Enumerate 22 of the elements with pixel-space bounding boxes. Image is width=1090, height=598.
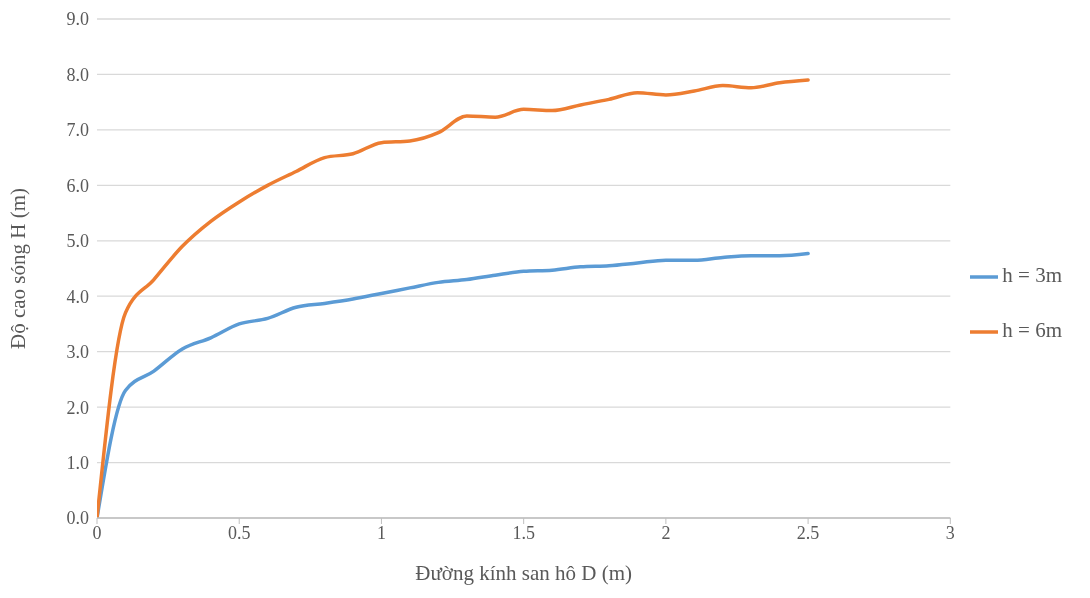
y-tick-label: 9.0 bbox=[66, 9, 89, 30]
legend-label: h = 3m bbox=[1002, 263, 1062, 287]
x-axis-title: Đường kính san hô D (m) bbox=[415, 561, 633, 585]
y-tick-label: 7.0 bbox=[66, 120, 89, 141]
y-tick-label: 3.0 bbox=[66, 342, 89, 363]
legend-label: h = 6m bbox=[1002, 318, 1062, 342]
line-series bbox=[97, 78, 810, 518]
x-tick-label: 1.5 bbox=[512, 522, 535, 543]
y-axis-title: Độ cao sóng H (m) bbox=[6, 188, 31, 349]
x-tick-label: 0.5 bbox=[227, 522, 251, 543]
y-tick-label: 1.0 bbox=[66, 452, 89, 473]
x-tick-label: 2.5 bbox=[796, 522, 820, 543]
x-tick-label: 2 bbox=[661, 522, 671, 543]
y-tick-label: 0.0 bbox=[66, 508, 89, 529]
y-tick-label: 5.0 bbox=[66, 231, 89, 252]
y-tick-label: 2.0 bbox=[66, 397, 89, 418]
x-tick-label: 0 bbox=[92, 522, 102, 543]
y-tick-label: 4.0 bbox=[66, 286, 89, 307]
x-tick-label: 1 bbox=[376, 522, 386, 543]
y-tick-label: 8.0 bbox=[66, 64, 89, 85]
y-tick-label: 6.0 bbox=[66, 175, 89, 196]
x-tick-label: 3 bbox=[945, 522, 955, 543]
